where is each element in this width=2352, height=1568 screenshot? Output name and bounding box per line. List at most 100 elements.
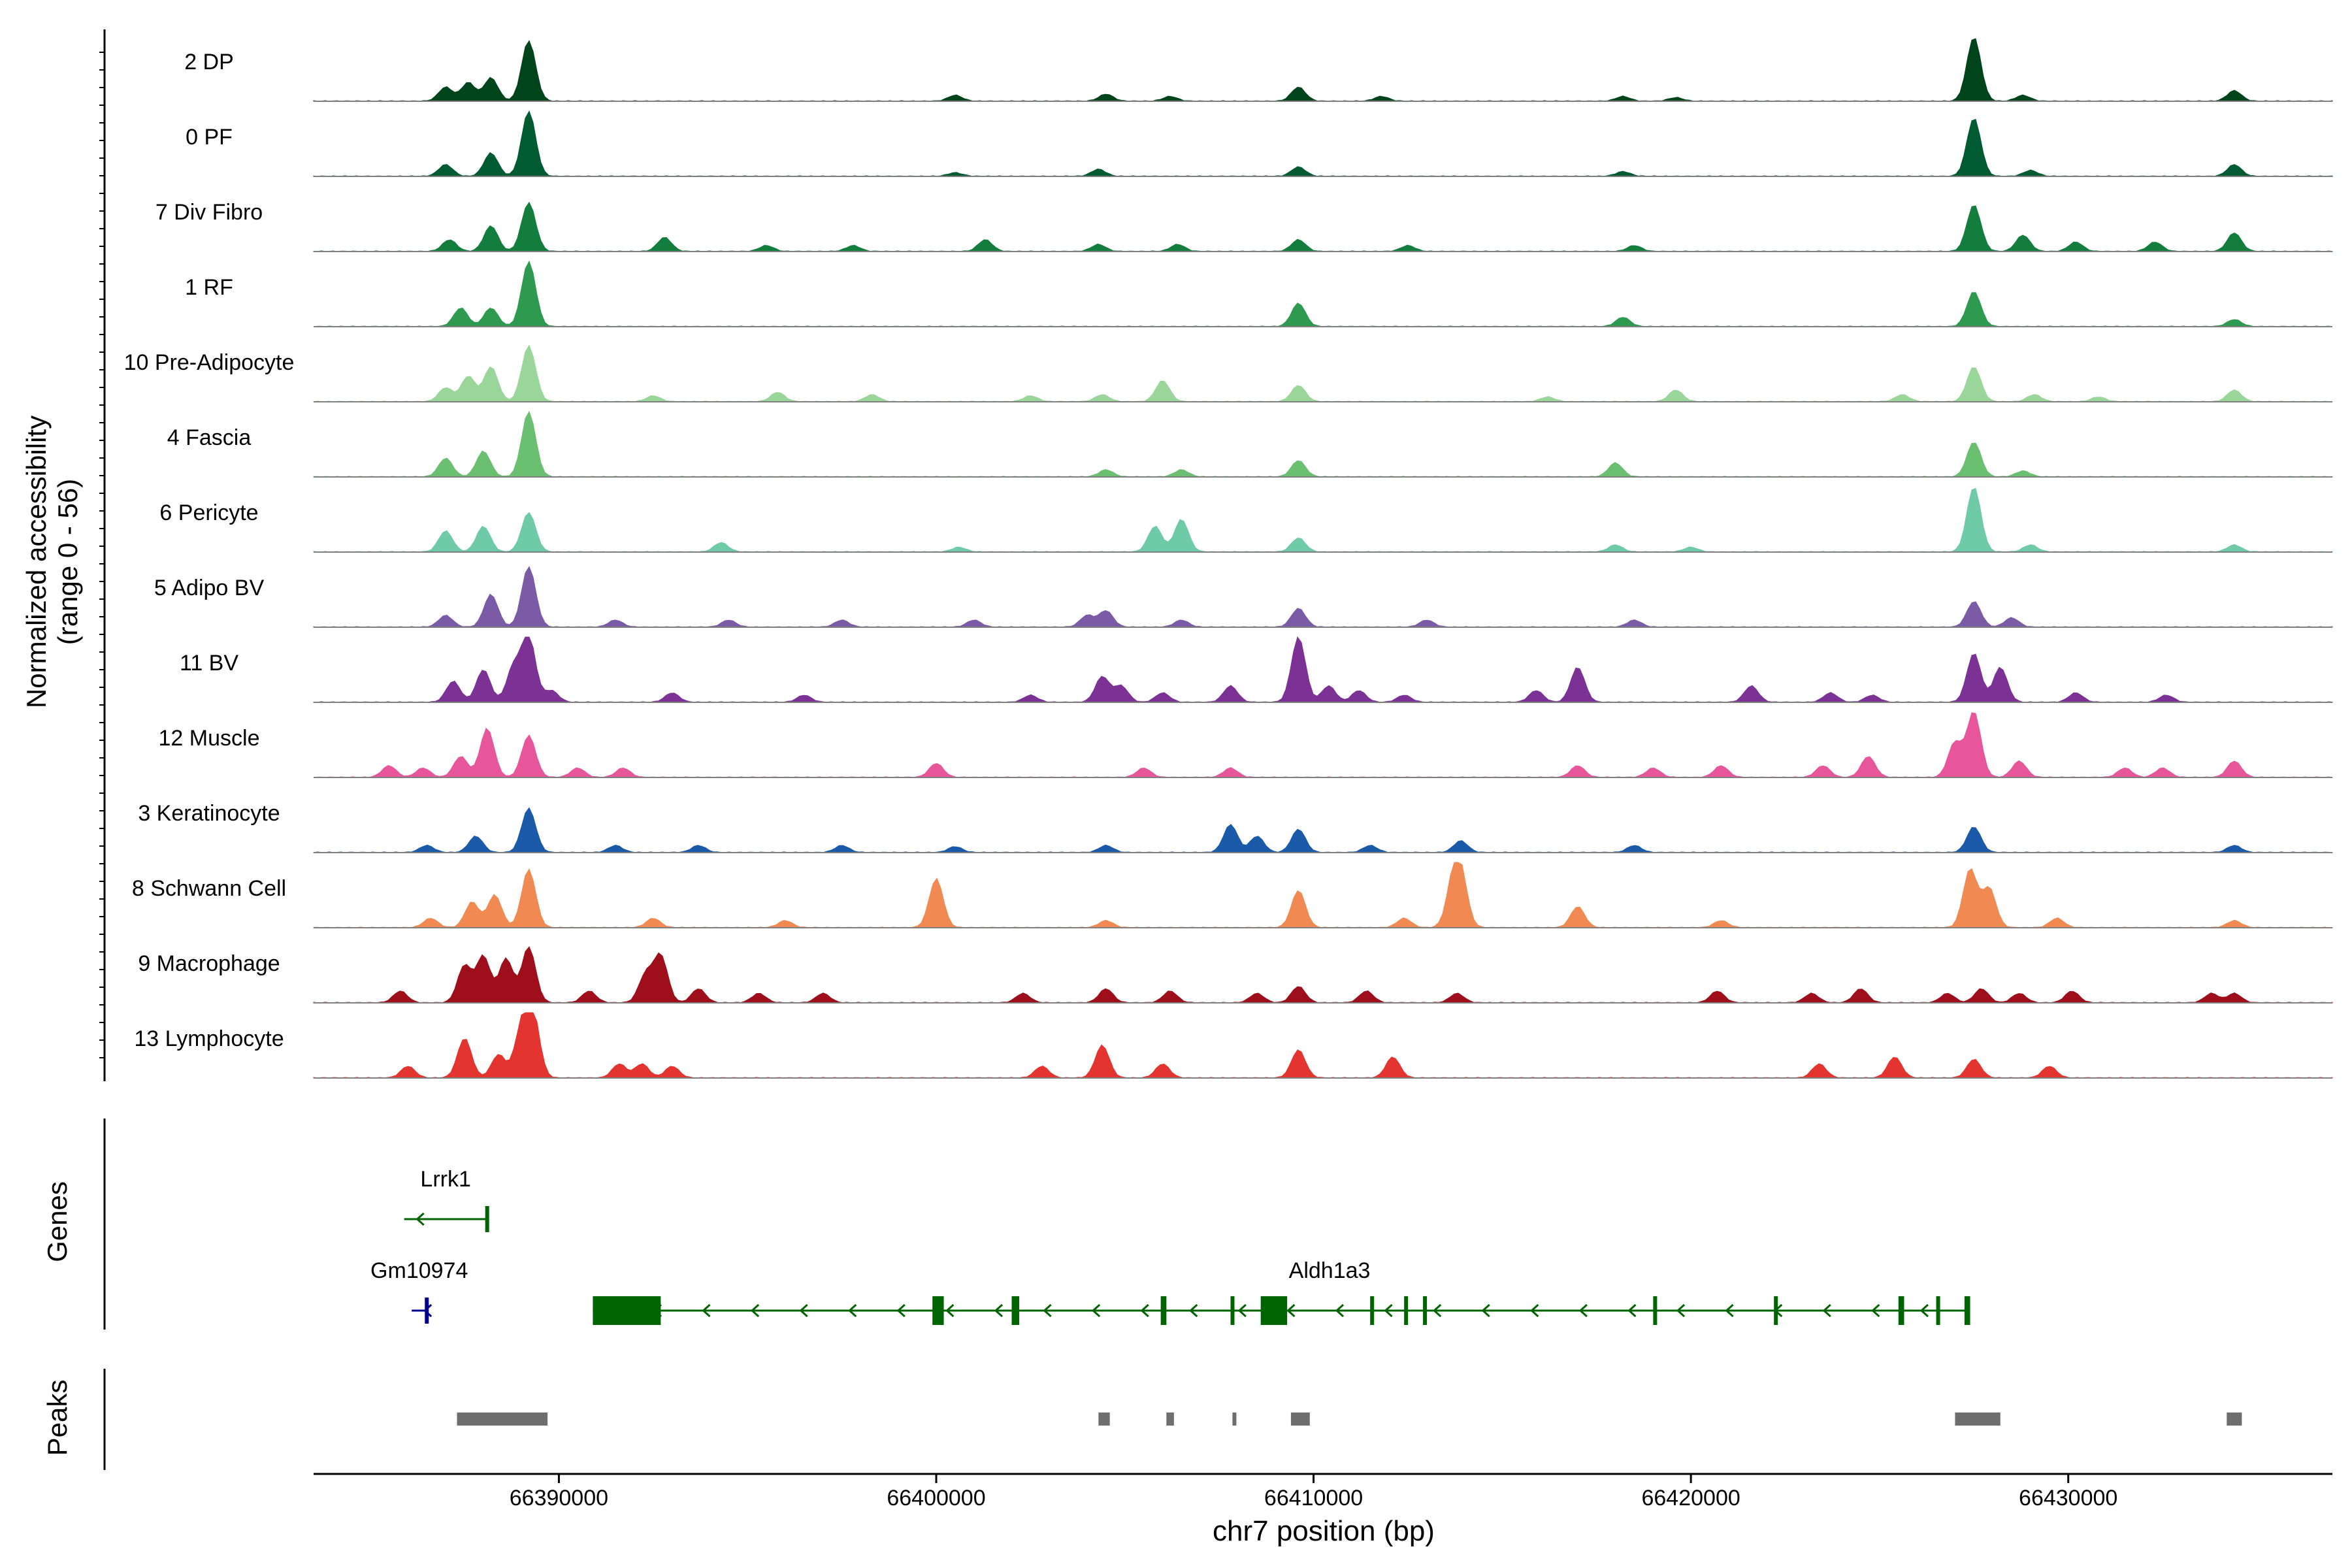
- peaks-track-label: Peaks: [42, 1380, 73, 1456]
- exon: [1160, 1296, 1167, 1325]
- strand-arrow: [1140, 1303, 1149, 1318]
- strand-arrow: [1578, 1303, 1588, 1318]
- strand-arrow: [702, 1303, 711, 1318]
- strand-arrow: [1530, 1303, 1539, 1318]
- gene-track: Lrrk1 Gm10974 Aldh1a3: [370, 1167, 1970, 1325]
- track-label: 4 Fascia: [167, 425, 252, 450]
- coverage-area: [313, 636, 2333, 703]
- coverage-area: [313, 1012, 2333, 1079]
- gene-label: Aldh1a3: [1289, 1258, 1371, 1283]
- track-3-keratinocyte: 3 Keratinocyte: [138, 801, 2333, 853]
- track-8-schwann-cell: 8 Schwann Cell: [132, 862, 2333, 928]
- exon: [1423, 1296, 1428, 1325]
- coverage-area: [313, 344, 2333, 402]
- peak-region: [1098, 1413, 1110, 1426]
- peak-region: [1166, 1413, 1174, 1426]
- track-label: 11 BV: [180, 651, 238, 676]
- track-1-rf: 1 RF: [185, 260, 2333, 327]
- coverage-area: [313, 566, 2333, 628]
- y-axis-label-line2: (range 0 - 56): [52, 479, 83, 645]
- strand-arrow: [1871, 1303, 1880, 1318]
- track-label: 1 RF: [185, 275, 233, 300]
- gene-label: Gm10974: [370, 1258, 468, 1283]
- gene-lrrk1: Lrrk1: [404, 1167, 489, 1232]
- exon: [1774, 1296, 1778, 1325]
- track-12-muscle: 12 Muscle: [159, 712, 2333, 778]
- strand-arrow: [1043, 1303, 1052, 1318]
- strand-arrow: [1091, 1303, 1101, 1318]
- gene-label: Lrrk1: [420, 1167, 470, 1192]
- track-6-pericyte: 6 Pericyte: [159, 487, 2333, 553]
- x-tick-label: 66400000: [887, 1486, 985, 1511]
- strand-arrow: [1627, 1303, 1637, 1318]
- exon: [1936, 1296, 1940, 1325]
- strand-arrow: [1919, 1303, 1929, 1318]
- strand-arrow: [945, 1303, 955, 1318]
- exon: [1898, 1296, 1904, 1325]
- strand-arrow: [1384, 1303, 1393, 1318]
- x-tick-label: 66430000: [2019, 1486, 2117, 1511]
- coverage-area: [313, 862, 2333, 928]
- peak-region: [457, 1413, 548, 1426]
- peaks-track: [457, 1413, 2242, 1426]
- x-tick-label: 66390000: [510, 1486, 608, 1511]
- strand-arrow: [1481, 1303, 1490, 1318]
- track-label: 8 Schwann Cell: [132, 876, 286, 901]
- strand-arrow: [1725, 1303, 1734, 1318]
- exon: [1964, 1296, 1970, 1325]
- peak-region: [1290, 1413, 1310, 1426]
- track-label: 9 Macrophage: [138, 951, 280, 976]
- strand-arrow: [994, 1303, 1004, 1318]
- track-label: 0 PF: [186, 125, 233, 150]
- x-axis-label: chr7 position (bp): [1213, 1515, 1435, 1547]
- x-axis: 66390000 66400000 66410000 66420000 66430000: [314, 1473, 2332, 1511]
- strand-arrow: [1822, 1303, 1831, 1318]
- peak-region: [1232, 1413, 1237, 1426]
- strand-arrow: [896, 1303, 906, 1318]
- exon: [1011, 1296, 1020, 1325]
- strand-arrow: [750, 1303, 760, 1318]
- y-axis-label-line1: Normalized accessibility: [21, 416, 52, 708]
- track-label: 7 Div Fibro: [155, 200, 263, 225]
- track-label: 13 Lymphocyte: [134, 1026, 284, 1051]
- track-label: 5 Adipo BV: [154, 576, 265, 600]
- peak-region: [2227, 1413, 2242, 1426]
- coverage-tracks: 2 DP 0 PF 7 Div Fibro 1 RF 10 Pre-Adipocyte 4…: [124, 38, 2333, 1079]
- strand-arrow: [1237, 1303, 1247, 1318]
- strand-arrow: [1432, 1303, 1442, 1318]
- coverage-area: [313, 410, 2333, 478]
- exon: [1653, 1296, 1658, 1325]
- coverage-area: [313, 712, 2333, 778]
- strand-arrow: [416, 1212, 425, 1226]
- strand-arrow: [1189, 1303, 1198, 1318]
- coverage-area: [313, 110, 2333, 177]
- exon: [593, 1296, 661, 1325]
- y-axis: [99, 29, 106, 1470]
- track-label: 10 Pre-Adipocyte: [124, 350, 295, 375]
- coverage-area: [313, 487, 2333, 553]
- track-label: 3 Keratinocyte: [138, 801, 280, 826]
- track-label: 6 Pericyte: [159, 500, 258, 525]
- exon: [932, 1296, 944, 1325]
- peak-region: [1955, 1413, 2001, 1426]
- track-5-adipo-bv: 5 Adipo BV: [154, 566, 2333, 628]
- coverage-area: [313, 260, 2333, 327]
- exon: [1260, 1296, 1288, 1325]
- track-label: 2 DP: [184, 50, 234, 74]
- track-10-pre-adipocyte: 10 Pre-Adipocyte: [124, 344, 2333, 402]
- gene-aldh1a3: Aldh1a3: [593, 1258, 1970, 1325]
- strand-arrow: [799, 1303, 808, 1318]
- strand-arrow: [1335, 1303, 1345, 1318]
- exon: [1230, 1296, 1235, 1325]
- gene-track-label: Genes: [42, 1181, 73, 1262]
- strand-arrow: [423, 1303, 433, 1318]
- track-label: 12 Muscle: [159, 726, 260, 751]
- strand-arrow: [1676, 1303, 1686, 1318]
- gene-tss: [485, 1206, 489, 1232]
- gene-tss: [425, 1298, 429, 1324]
- track-11-bv: 11 BV: [180, 636, 2333, 703]
- strand-arrow: [848, 1303, 857, 1318]
- coverage-area: [313, 201, 2333, 252]
- strand-arrow: [1286, 1303, 1296, 1318]
- x-tick-label: 66420000: [1641, 1486, 1740, 1511]
